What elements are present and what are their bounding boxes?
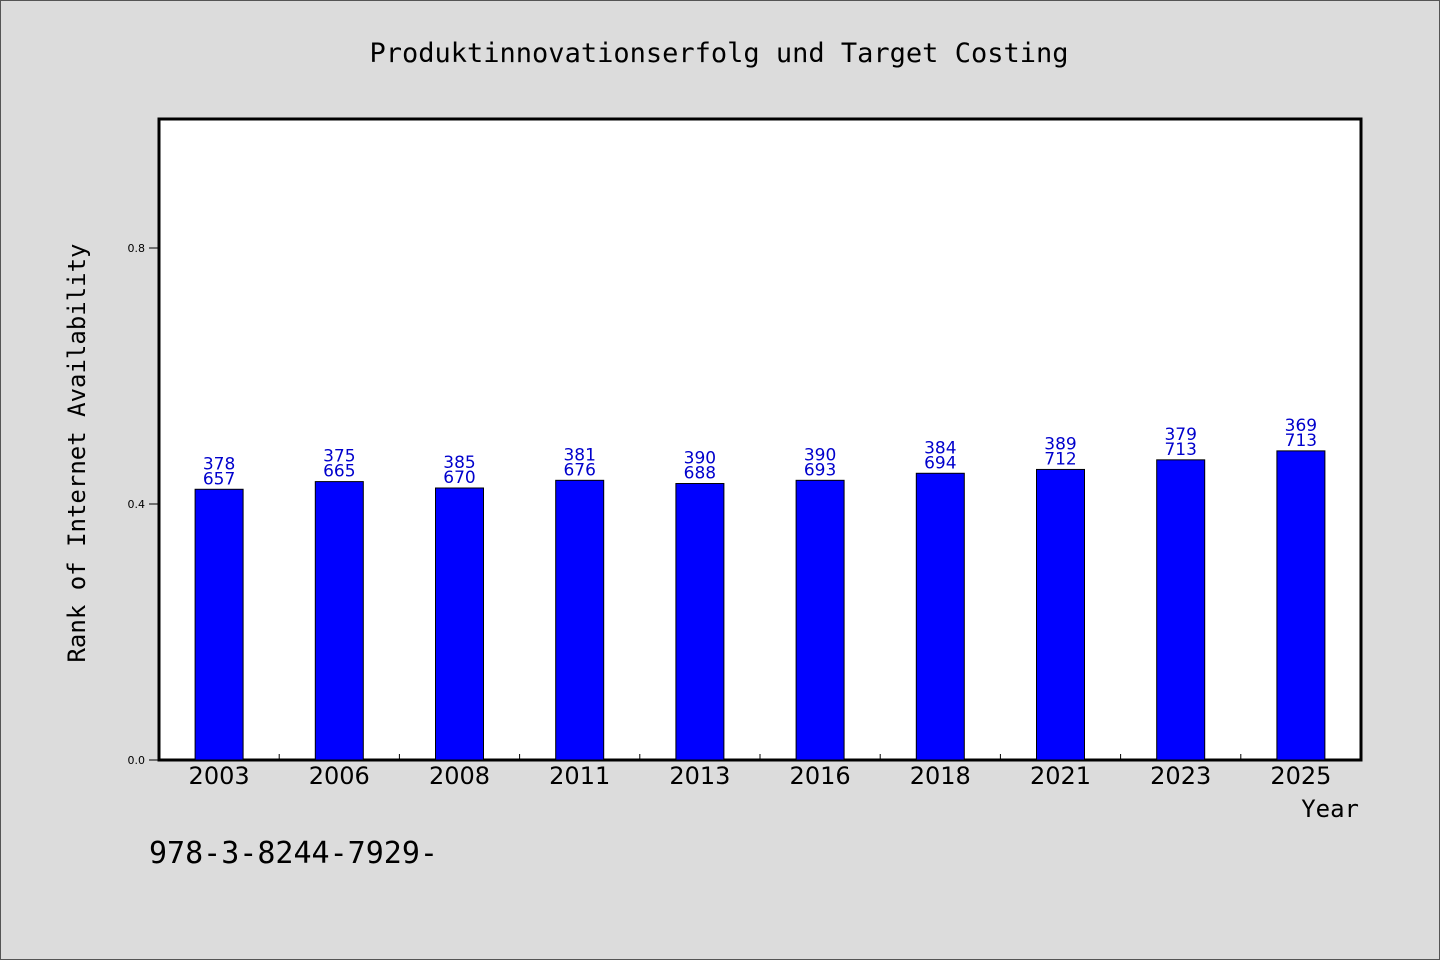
y-axis-ticks: 0.0 0.4 0.8	[128, 242, 159, 767]
x-axis-ticks: 2003 2006 2008 2011 2013 2016 2018 2021 2023 2025	[189, 754, 1331, 790]
x-axis-label: Year	[1301, 795, 1359, 823]
x-tick-label: 2011	[549, 762, 610, 790]
bar	[675, 483, 725, 761]
data-label-bottom: 693	[804, 460, 836, 480]
data-label-top: 389	[1044, 434, 1076, 454]
y-axis-label: Rank of Internet Availability	[63, 243, 91, 662]
data-label-bottom: 713	[1285, 431, 1317, 451]
bar	[1156, 459, 1206, 761]
y-tick-label: 0.8	[128, 242, 146, 255]
footer-isbn: 978-3-8244-7929-	[149, 836, 438, 871]
bar	[194, 488, 244, 761]
y-tick-label: 0.4	[128, 498, 146, 511]
chart-title: Produktinnovationserfolg und Target Cost…	[370, 38, 1069, 69]
data-label-bottom: 713	[1164, 440, 1196, 460]
x-tick-label: 2016	[790, 762, 851, 790]
bars	[194, 450, 1326, 761]
x-tick-label: 2006	[309, 762, 370, 790]
data-label-top: 390	[684, 449, 716, 469]
data-label-bottom: 670	[443, 468, 475, 488]
x-tick-label: 2003	[189, 762, 250, 790]
data-label-bottom: 694	[924, 453, 956, 473]
bar	[1036, 468, 1085, 761]
data-label-top: 369	[1285, 416, 1317, 436]
x-tick-label: 2008	[429, 762, 490, 790]
data-label-top: 385	[443, 453, 475, 473]
y-tick-label: 0.0	[128, 754, 146, 767]
bar	[915, 472, 965, 761]
data-label-bottom: 712	[1044, 449, 1076, 469]
x-tick-label: 2021	[1030, 762, 1091, 790]
data-label-bottom: 688	[684, 464, 716, 484]
data-label-bottom: 657	[203, 469, 235, 489]
data-label-top: 379	[1164, 425, 1196, 445]
x-tick-label: 2025	[1270, 762, 1331, 790]
data-label-bottom: 665	[323, 462, 355, 482]
data-label-top: 378	[203, 454, 235, 474]
bar	[795, 479, 845, 761]
bar	[555, 479, 605, 761]
x-tick-label: 2013	[669, 762, 730, 790]
data-label-top: 375	[323, 447, 355, 467]
x-tick-label: 2018	[910, 762, 971, 790]
bar	[435, 487, 484, 761]
data-label-top: 381	[563, 445, 595, 465]
bar	[314, 481, 364, 761]
data-label-bottom: 676	[563, 460, 595, 480]
data-label-top: 384	[924, 438, 956, 458]
data-label-top: 390	[804, 445, 836, 465]
bar	[1276, 450, 1326, 761]
x-tick-label: 2023	[1150, 762, 1211, 790]
